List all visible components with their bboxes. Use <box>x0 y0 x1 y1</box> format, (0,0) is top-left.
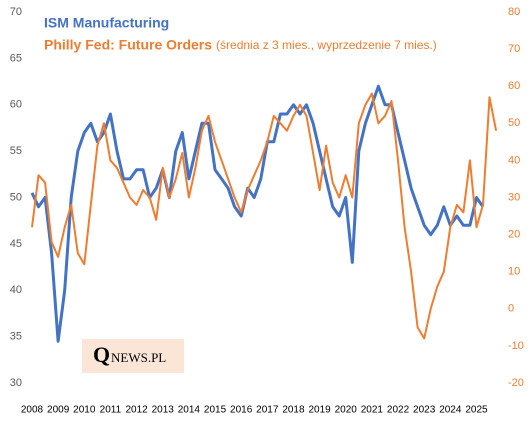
y2-tick-label: 30 <box>508 191 520 203</box>
x-tick-label: 2021 <box>361 405 384 416</box>
y2-tick-label: 70 <box>508 43 520 55</box>
logo-text: NEWS.PL <box>111 350 166 365</box>
series-line <box>30 84 485 343</box>
y-tick-label: 70 <box>10 6 22 18</box>
y2-tick-label: -10 <box>508 340 524 352</box>
y2-tick-label: 40 <box>508 154 520 166</box>
y-tick-label: 55 <box>10 145 22 157</box>
y2-tick-label: 10 <box>508 266 520 278</box>
logo-initial: Q <box>93 342 110 367</box>
y-tick-label: 45 <box>10 238 22 250</box>
x-tick-label: 2024 <box>439 405 462 416</box>
x-tick-label: 2008 <box>21 405 44 416</box>
y2-tick-label: 60 <box>508 80 520 92</box>
x-tick-label: 2016 <box>230 405 253 416</box>
series-line <box>31 92 498 340</box>
y2-tick-label: 0 <box>508 303 514 315</box>
x-tick-label: 2010 <box>73 405 96 416</box>
y-tick-label: 30 <box>10 377 22 389</box>
x-tick-label: 2017 <box>256 405 279 416</box>
y-tick-label: 65 <box>10 52 22 64</box>
x-tick-label: 2022 <box>387 405 410 416</box>
x-tick-label: 2018 <box>282 405 305 416</box>
y-tick-label: 35 <box>10 331 22 343</box>
y-tick-label: 50 <box>10 191 22 203</box>
x-tick-label: 2014 <box>178 405 201 416</box>
x-tick-label: 2025 <box>465 405 488 416</box>
x-tick-label: 2011 <box>100 405 122 416</box>
y-tick-label: 40 <box>10 284 22 296</box>
series-label: Philly Fed: Future Orders <box>44 37 212 53</box>
y2-tick-label: 20 <box>508 229 520 241</box>
y2-tick-label: 50 <box>508 117 520 129</box>
x-tick-label: 2015 <box>204 405 227 416</box>
x-tick-label: 2019 <box>308 405 331 416</box>
x-tick-label: 2012 <box>125 405 148 416</box>
series-note: (średnia z 3 mies., wyprzedzenie 7 mies.… <box>216 38 437 52</box>
logo-box <box>82 339 184 373</box>
y2-tick-label: 80 <box>508 6 520 18</box>
x-tick-label: 2013 <box>152 405 175 416</box>
x-tick-label: 2020 <box>335 405 358 416</box>
y2-tick-label: -20 <box>508 377 524 389</box>
x-tick-label: 2009 <box>47 405 70 416</box>
x-tick-label: 2023 <box>413 405 436 416</box>
chart-title: ISM Manufacturing <box>44 15 169 31</box>
y-tick-label: 60 <box>10 99 22 111</box>
